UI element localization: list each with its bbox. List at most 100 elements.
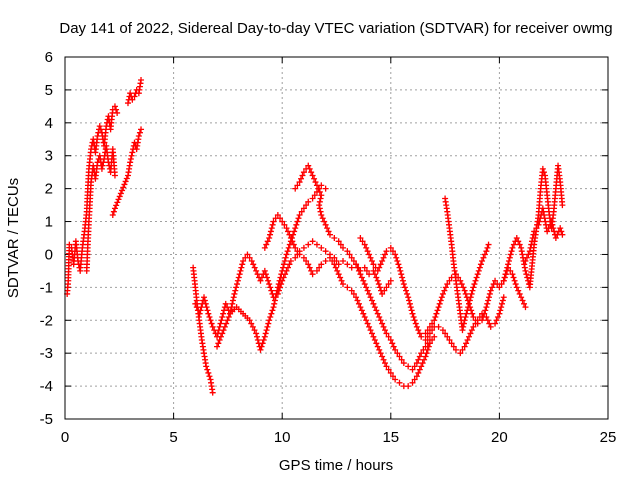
data-point-fill xyxy=(284,248,291,255)
data-point-fill xyxy=(268,287,275,294)
data-point-fill xyxy=(281,221,288,228)
data-point xyxy=(348,287,355,294)
data-point-fill xyxy=(398,271,405,278)
data-point-fill xyxy=(371,304,378,311)
data-point-fill xyxy=(204,366,211,373)
data-point xyxy=(292,225,299,232)
data-point-fill xyxy=(223,320,230,327)
data-point-fill xyxy=(303,258,310,265)
y-axis-label: SDTVAR / TECUs xyxy=(5,178,22,298)
data-point xyxy=(413,360,420,367)
data-point-fill xyxy=(493,317,500,324)
data-point-fill xyxy=(375,281,382,288)
data-point-fill xyxy=(203,304,210,311)
data-point xyxy=(483,313,490,320)
data-point-fill xyxy=(216,323,223,330)
data-point-fill xyxy=(394,258,401,265)
data-point xyxy=(400,360,407,367)
data-point-fill xyxy=(239,261,246,268)
data-point-fill xyxy=(267,228,274,235)
data-point-fill xyxy=(110,208,117,215)
data-point-fill xyxy=(498,281,505,288)
data-point xyxy=(253,267,260,274)
data-point xyxy=(370,261,377,268)
data-point-fill xyxy=(486,320,493,327)
data-point xyxy=(496,284,503,291)
data-point-fill xyxy=(337,274,344,281)
data-point-fill xyxy=(429,320,436,327)
data-point-fill xyxy=(408,307,415,314)
data-point xyxy=(300,169,307,176)
x-tick-label: 10 xyxy=(274,429,291,446)
data-point-fill xyxy=(511,277,518,284)
data-point xyxy=(387,244,394,251)
data-point-fill xyxy=(316,188,323,195)
data-point-fill xyxy=(385,366,392,373)
data-point xyxy=(396,264,403,271)
x-tick-label: 5 xyxy=(169,429,177,446)
data-point xyxy=(505,261,512,268)
data-point xyxy=(479,310,486,317)
data-point-fill xyxy=(267,284,274,291)
data-point-fill xyxy=(558,228,565,235)
data-point xyxy=(305,241,312,248)
data-point-fill xyxy=(420,346,427,353)
data-point-fill xyxy=(206,373,213,380)
data-point-fill xyxy=(197,307,204,314)
data-point-fill xyxy=(316,198,323,205)
data-point-fill xyxy=(119,187,126,194)
data-point xyxy=(465,333,472,340)
data-point xyxy=(492,277,499,284)
data-point-fill xyxy=(469,310,476,317)
data-point xyxy=(405,383,412,390)
data-point xyxy=(344,261,351,268)
data-point-fill xyxy=(464,307,471,314)
data-point xyxy=(344,284,351,291)
data-point-fill xyxy=(285,244,292,251)
data-point xyxy=(209,323,216,330)
data-point xyxy=(274,211,281,218)
data-point-fill xyxy=(469,287,476,294)
data-point-fill xyxy=(521,300,528,307)
data-point xyxy=(444,333,451,340)
data-point-fill xyxy=(291,228,298,235)
data-point-fill xyxy=(263,327,270,334)
data-point xyxy=(474,271,481,278)
data-point-fill xyxy=(482,307,489,314)
data-point-fill xyxy=(508,248,515,255)
data-point-fill xyxy=(232,287,239,294)
data-point-fill xyxy=(311,192,318,199)
data-point xyxy=(448,340,455,347)
data-point-fill xyxy=(468,290,475,297)
data-point xyxy=(418,363,425,370)
data-point xyxy=(66,241,73,248)
y-tick-label: 3 xyxy=(45,148,53,165)
data-point-fill xyxy=(354,264,361,271)
data-point-fill xyxy=(120,184,127,191)
data-point-fill xyxy=(249,323,256,330)
data-point-fill xyxy=(382,251,389,258)
data-point-fill xyxy=(485,297,492,304)
data-point-fill xyxy=(355,300,362,307)
data-point-fill xyxy=(275,281,282,288)
data-point-fill xyxy=(516,241,523,248)
data-point-fill xyxy=(463,310,470,317)
data-point xyxy=(248,258,255,265)
data-point xyxy=(261,267,268,274)
data-point xyxy=(335,238,342,245)
data-point xyxy=(292,244,299,251)
data-point xyxy=(96,123,103,130)
data-point xyxy=(109,211,116,218)
data-point-fill xyxy=(260,337,267,344)
data-point xyxy=(559,231,566,238)
data-point xyxy=(539,165,546,172)
data-point-fill xyxy=(458,281,465,288)
data-point xyxy=(522,267,529,274)
data-point xyxy=(240,258,247,265)
data-point-fill xyxy=(122,178,129,185)
data-point-fill xyxy=(127,156,134,163)
data-point xyxy=(316,202,323,209)
data-point-fill xyxy=(404,290,411,297)
data-point-fill xyxy=(446,337,453,344)
data-point-fill xyxy=(411,363,418,370)
